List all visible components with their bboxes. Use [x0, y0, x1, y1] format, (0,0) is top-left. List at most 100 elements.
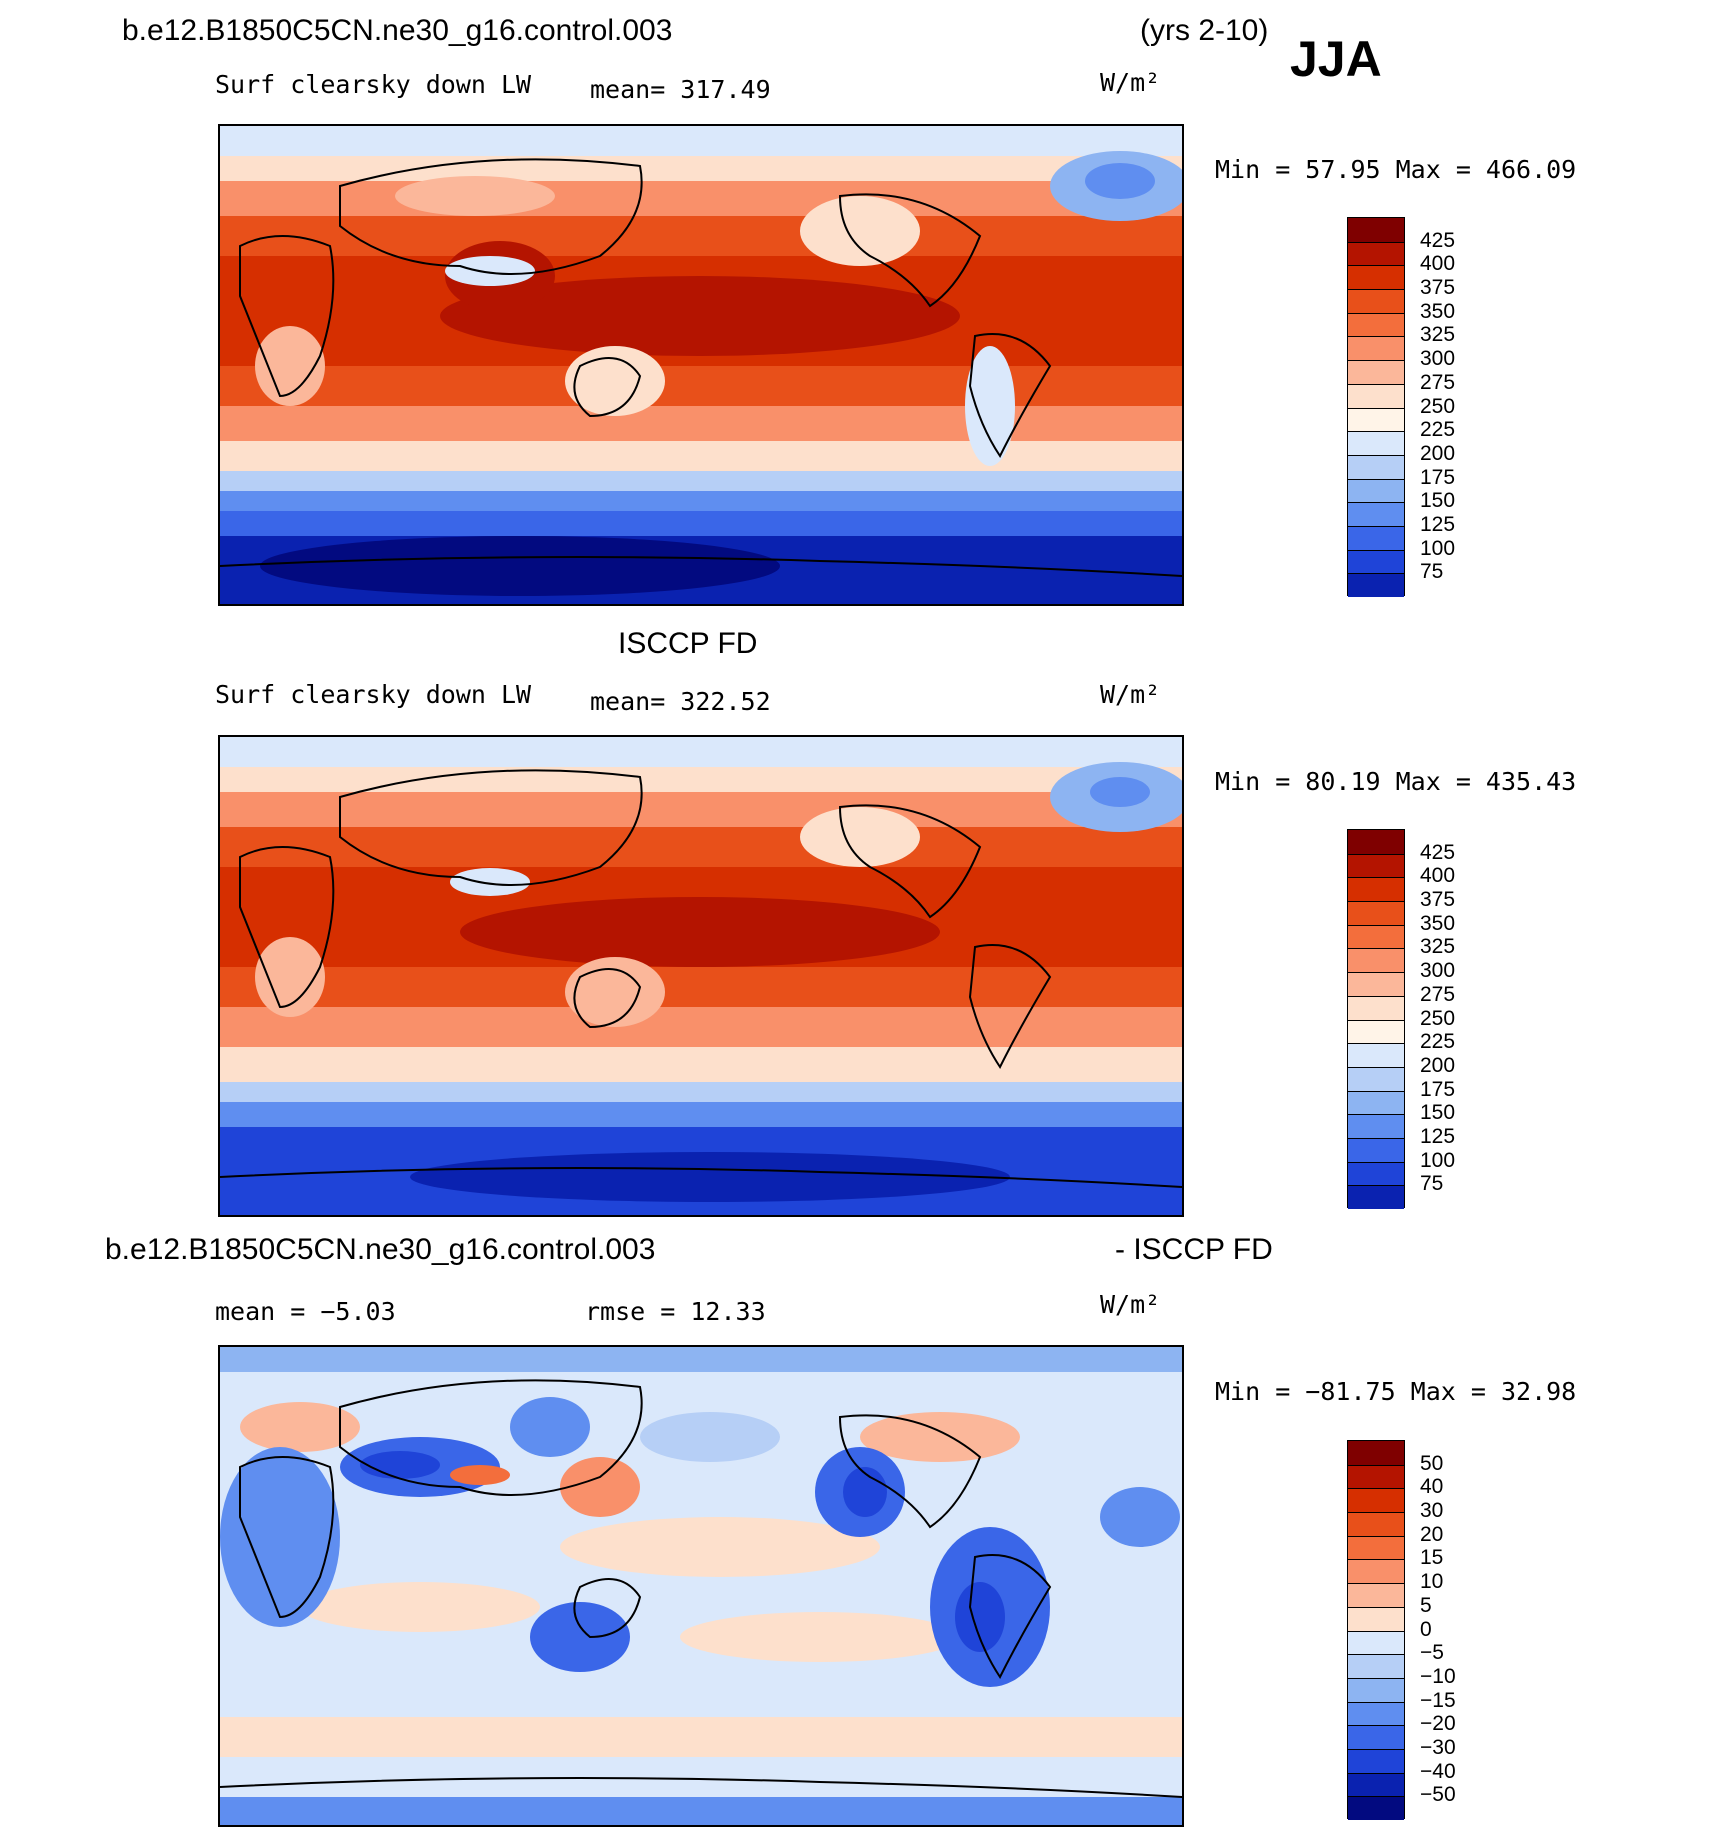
panel3-rmse: rmse = 12.33	[585, 1297, 766, 1326]
colorbar-cell	[1348, 1185, 1404, 1209]
colorbar-label: 200	[1420, 441, 1456, 465]
colorbar-label: 30	[1420, 1499, 1444, 1523]
colorbar-label: 275	[1420, 370, 1456, 394]
colorbar-cell	[1348, 1654, 1404, 1678]
colorbar-label: 175	[1420, 465, 1456, 489]
panel3-map-field	[219, 1347, 1183, 1825]
colorbar-cell	[1348, 1090, 1404, 1115]
colorbar-cell	[1348, 360, 1404, 384]
colorbar-cell	[1348, 1441, 1404, 1465]
colorbar-cell	[1348, 1725, 1404, 1749]
panel1-variable: Surf clearsky down LW	[215, 70, 532, 99]
colorbar-cell	[1348, 853, 1404, 878]
panel1-map	[218, 124, 1190, 606]
colorbar-label: 425	[1420, 840, 1456, 864]
colorbar-cell	[1348, 478, 1404, 503]
colorbar-cell	[1348, 549, 1404, 574]
colorbar-label: 125	[1420, 512, 1456, 536]
panel2-units: W/m²	[1100, 680, 1161, 709]
colorbar-cell	[1348, 1488, 1404, 1513]
panel1-minmax: Min = 57.95 Max = 466.09	[1215, 155, 1577, 184]
colorbar-label: 150	[1420, 489, 1456, 513]
colorbar-cell	[1348, 1796, 1404, 1820]
colorbar-cell	[1348, 1535, 1404, 1560]
colorbar-cell	[1348, 1701, 1404, 1726]
colorbar-cell	[1348, 265, 1404, 290]
years-label: (yrs 2-10)	[1140, 14, 1269, 47]
panel2-map-field	[219, 737, 1190, 1215]
colorbar-label: 100	[1420, 1148, 1456, 1172]
colorbar-cell	[1348, 972, 1404, 996]
colorbar-label: 125	[1420, 1124, 1456, 1148]
colorbar-cell	[1348, 431, 1404, 455]
panel3-title-right: - ISCCP FD	[1115, 1233, 1273, 1266]
colorbar-label: −50	[1420, 1783, 1456, 1807]
colorbar-cell	[1348, 1583, 1404, 1607]
colorbar-cell	[1348, 1114, 1404, 1138]
colorbar-label: 300	[1420, 959, 1456, 983]
colorbar-cell	[1348, 1464, 1404, 1489]
colorbar-cell	[1348, 1137, 1404, 1162]
panel2-title: ISCCP FD	[618, 627, 758, 660]
colorbar-cell	[1348, 1606, 1404, 1631]
panel3-title-left: b.e12.B1850C5CN.ne30_g16.control.003	[105, 1233, 656, 1266]
colorbar-label: 400	[1420, 252, 1456, 276]
colorbar-cell	[1348, 1748, 1404, 1773]
colorbar-cell	[1348, 877, 1404, 902]
colorbar-label: 350	[1420, 299, 1456, 323]
panel1-colorbar	[1347, 217, 1405, 597]
colorbar-label: 50	[1420, 1451, 1444, 1475]
colorbar-cell	[1348, 901, 1404, 925]
colorbar-cell	[1348, 383, 1404, 408]
colorbar-label: −15	[1420, 1688, 1456, 1712]
colorbar-label: 225	[1420, 418, 1456, 442]
panel1-map-field	[219, 126, 1190, 604]
colorbar-cell	[1348, 1772, 1404, 1797]
colorbar-label: −30	[1420, 1735, 1456, 1759]
colorbar-label: 75	[1420, 1172, 1444, 1196]
colorbar-cell	[1348, 1677, 1404, 1702]
colorbar-cell	[1348, 1066, 1404, 1091]
colorbar-cell	[1348, 502, 1404, 526]
colorbar-label: 20	[1420, 1522, 1444, 1546]
colorbar-label: 75	[1420, 560, 1444, 584]
colorbar-cell	[1348, 312, 1404, 337]
colorbar-label: 350	[1420, 911, 1456, 935]
colorbar-label: 175	[1420, 1077, 1456, 1101]
panel3-mean: mean = −5.03	[215, 1297, 396, 1326]
colorbar-cell	[1348, 525, 1404, 550]
panel3-units: W/m²	[1100, 1290, 1161, 1319]
panel1-mean: mean= 317.49	[590, 75, 771, 104]
colorbar-label: 375	[1420, 276, 1456, 300]
colorbar-label: 400	[1420, 864, 1456, 888]
colorbar-label: 300	[1420, 347, 1456, 371]
colorbar-cell	[1348, 1512, 1404, 1536]
colorbar-label: 10	[1420, 1570, 1444, 1594]
colorbar-cell	[1348, 241, 1404, 266]
panel2-variable: Surf clearsky down LW	[215, 680, 532, 709]
colorbar-cell	[1348, 218, 1404, 242]
colorbar-cell	[1348, 1161, 1404, 1186]
panel2-minmax: Min = 80.19 Max = 435.43	[1215, 767, 1577, 796]
colorbar-label: 325	[1420, 935, 1456, 959]
colorbar-label: 200	[1420, 1053, 1456, 1077]
panel2-map	[218, 735, 1190, 1217]
colorbar-label: 425	[1420, 228, 1456, 252]
colorbar-cell	[1348, 1019, 1404, 1044]
colorbar-label: −5	[1420, 1641, 1444, 1665]
colorbar-cell	[1348, 1630, 1404, 1655]
colorbar-label: 5	[1420, 1593, 1432, 1617]
colorbar-label: 225	[1420, 1030, 1456, 1054]
panel3-map	[218, 1345, 1184, 1827]
colorbar-cell	[1348, 830, 1404, 854]
panel3-minmax: Min = −81.75 Max = 32.98	[1215, 1377, 1577, 1406]
colorbar-label: 40	[1420, 1475, 1444, 1499]
colorbar-label: 250	[1420, 394, 1456, 418]
colorbar-cell	[1348, 336, 1404, 361]
colorbar-label: −10	[1420, 1664, 1456, 1688]
colorbar-label: −20	[1420, 1712, 1456, 1736]
colorbar-label: 250	[1420, 1006, 1456, 1030]
colorbar-label: 0	[1420, 1617, 1432, 1641]
panel2-colorbar	[1347, 829, 1405, 1209]
colorbar-cell	[1348, 289, 1404, 313]
